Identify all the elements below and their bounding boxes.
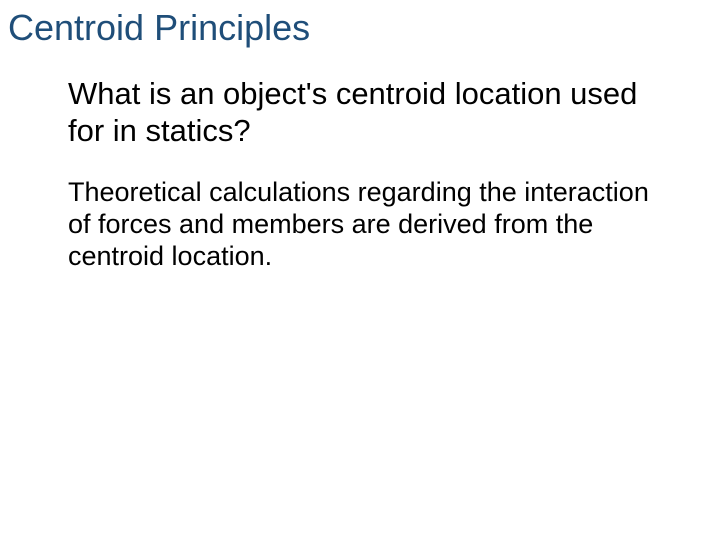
slide-title: Centroid Principles xyxy=(8,6,712,49)
slide-container: Centroid Principles What is an object's … xyxy=(0,0,720,540)
slide-question: What is an object's centroid location us… xyxy=(8,75,712,149)
slide-answer: Theoretical calculations regarding the i… xyxy=(8,176,712,273)
